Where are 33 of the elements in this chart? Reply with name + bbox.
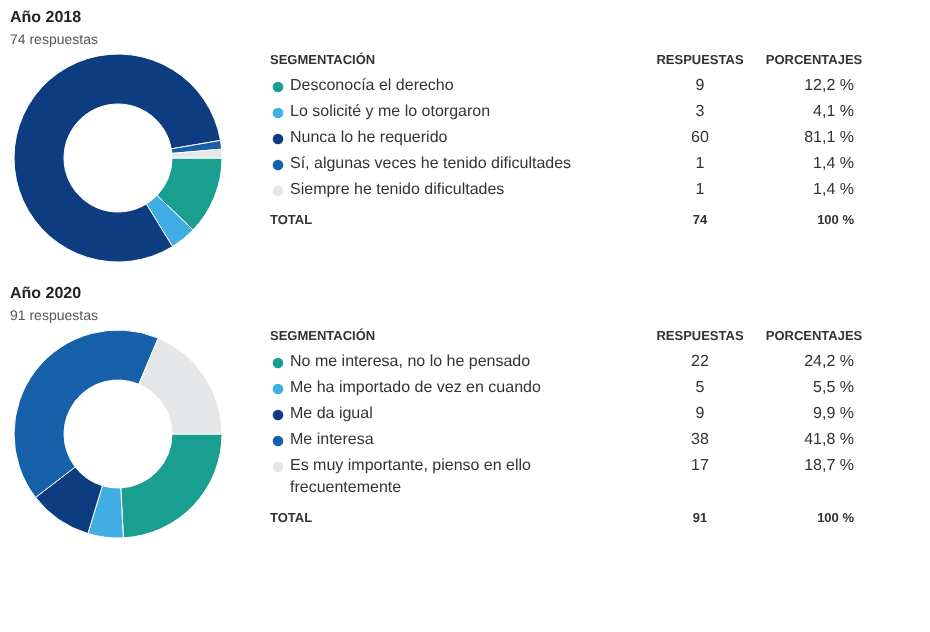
data-label: 60: [691, 128, 710, 146]
legend-label: Nunca lo he requerido: [290, 128, 449, 146]
legend-label: Me interesa: [290, 430, 375, 448]
text: 24,2 %: [804, 352, 854, 370]
legend-label: Sí, algunas veces he tenido dificultades: [290, 154, 572, 172]
text: 4,1 %: [813, 102, 854, 120]
legend-label: Siempre he tenido dificultades: [290, 180, 505, 198]
text: 18,7 %: [804, 456, 854, 474]
text: 9,9 %: [813, 404, 854, 422]
chart-title: Año 2018: [10, 8, 83, 26]
data-label: 9: [695, 76, 706, 94]
legend-label: Lo solicité y me lo otorgaron: [290, 102, 491, 120]
text: 1,4 %: [813, 154, 854, 172]
data-label: 38: [691, 430, 710, 448]
data-label: 1: [695, 154, 706, 172]
data-label: 9: [695, 404, 706, 422]
text: 5,5 %: [813, 378, 854, 396]
text: 1,4 %: [813, 180, 854, 198]
data-label: 1: [695, 180, 706, 198]
legend-label: Desconocía el derecho: [290, 76, 455, 94]
data-label: 22: [691, 352, 710, 370]
donut-slice: [13, 53, 221, 263]
data-label: 3: [695, 102, 706, 120]
legend-label: Es muy importante, pienso en ello frecuentemente: [290, 456, 533, 496]
legend-label: No me interesa, no lo he pensado: [290, 352, 532, 370]
legend-label: Me da igual: [290, 404, 374, 422]
text: 81,1 %: [804, 128, 854, 146]
text: 12,2 %: [804, 76, 854, 94]
text: 41,8 %: [804, 430, 854, 448]
legend-label: Me ha importado de vez en cuando: [290, 378, 542, 396]
chart-title: Año 2020: [10, 284, 83, 302]
data-label: 17: [691, 456, 710, 474]
data-label: 5: [695, 378, 706, 396]
